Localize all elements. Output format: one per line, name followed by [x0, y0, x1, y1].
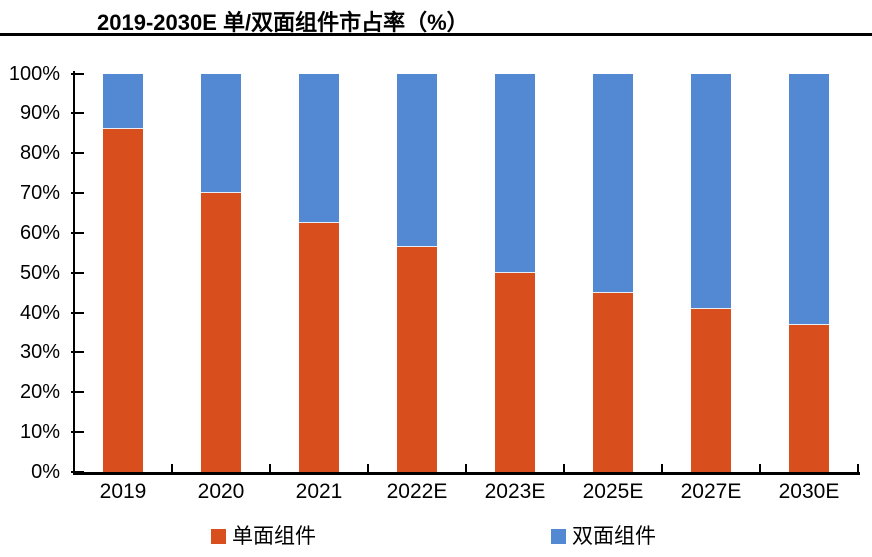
y-axis-tick — [71, 152, 84, 155]
y-axis-tick — [71, 112, 84, 115]
y-axis-tick-label: 50% — [19, 261, 60, 284]
bar-segment-双面组件-2021 — [299, 73, 339, 223]
bar-segment-双面组件-2022E — [397, 73, 437, 247]
x-axis-tick — [661, 464, 663, 472]
x-axis-category-label: 2020 — [197, 480, 245, 503]
y-axis-tick-label: 0% — [31, 461, 60, 483]
bar-2025E — [593, 73, 633, 473]
x-axis-category-label: 2030E — [778, 480, 840, 503]
bar-2022E — [397, 73, 437, 473]
y-axis-tick — [71, 391, 84, 394]
chart-title: 2019-2030E 单/双面组件市占率（%） — [97, 10, 469, 35]
bar-segment-单面组件-2025E — [593, 292, 633, 472]
y-axis-tick — [71, 431, 84, 434]
legend-swatch-icon — [551, 529, 566, 544]
y-axis-tick-label: 40% — [19, 301, 60, 324]
y-axis-tick — [71, 271, 84, 274]
bar-segment-单面组件-2027E — [691, 308, 731, 472]
bar-segment-单面组件-2023E — [495, 272, 535, 472]
bar-2019 — [103, 73, 143, 473]
bar-segment-双面组件-2023E — [495, 73, 535, 273]
bar-2021 — [299, 73, 339, 472]
bar-2030E — [789, 73, 829, 473]
y-axis-tick — [71, 471, 84, 473]
y-axis-tick — [71, 311, 84, 314]
x-axis-category-label: 2021 — [295, 480, 343, 503]
bar-segment-双面组件-2030E — [789, 73, 829, 325]
x-axis-category-label: 2025E — [582, 480, 644, 503]
x-axis-tick — [857, 464, 859, 472]
bar-segment-单面组件-2030E — [789, 324, 829, 472]
bar-2020 — [201, 73, 241, 473]
bar-segment-单面组件-2019 — [103, 129, 143, 472]
y-axis-tick — [71, 72, 84, 75]
y-axis-tick — [71, 231, 84, 234]
legend-label: 双面组件 — [572, 525, 656, 548]
y-axis-tick-label: 20% — [19, 381, 60, 404]
legend-label: 单面组件 — [232, 525, 316, 548]
legend-swatch-icon — [211, 529, 226, 544]
y-axis-tick-label: 80% — [19, 142, 60, 165]
bar-segment-双面组件-2027E — [691, 73, 731, 309]
bar-segment-单面组件-2021 — [299, 222, 339, 472]
legend-item-双面组件: 双面组件 — [551, 526, 656, 547]
x-axis-category-label: 2023E — [484, 480, 546, 503]
bar-segment-双面组件-2020 — [201, 73, 241, 194]
y-axis-tick — [71, 192, 84, 195]
bar-segment-双面组件-2025E — [593, 73, 633, 293]
y-axis-tick-label: 70% — [19, 182, 60, 205]
y-axis-tick-label: 60% — [19, 221, 60, 244]
bar-segment-双面组件-2019 — [103, 73, 143, 130]
y-axis-tick — [71, 351, 84, 354]
x-axis-tick — [269, 464, 271, 472]
x-axis-category-label: 2027E — [680, 480, 742, 503]
x-axis-tick — [171, 464, 173, 472]
y-axis-tick-label: 30% — [19, 341, 60, 364]
title-divider — [0, 33, 872, 36]
legend-item-单面组件: 单面组件 — [211, 526, 316, 547]
bar-2023E — [495, 73, 535, 472]
x-axis-tick — [563, 464, 565, 472]
x-axis-line — [73, 472, 860, 475]
x-axis-category-label: 2022E — [386, 480, 448, 503]
bar-2027E — [691, 73, 731, 473]
x-axis-tick — [367, 464, 369, 472]
bar-segment-单面组件-2020 — [201, 193, 241, 472]
bar-segment-单面组件-2022E — [397, 246, 437, 472]
y-axis-tick-label: 90% — [19, 102, 60, 125]
x-axis-tick — [465, 464, 467, 472]
legend: 单面组件 双面组件 — [0, 524, 872, 554]
x-axis-category-label: 2019 — [99, 480, 147, 503]
x-axis-tick — [759, 464, 761, 472]
y-axis-tick-label: 100% — [8, 62, 60, 85]
y-axis-tick-label: 10% — [19, 421, 60, 444]
